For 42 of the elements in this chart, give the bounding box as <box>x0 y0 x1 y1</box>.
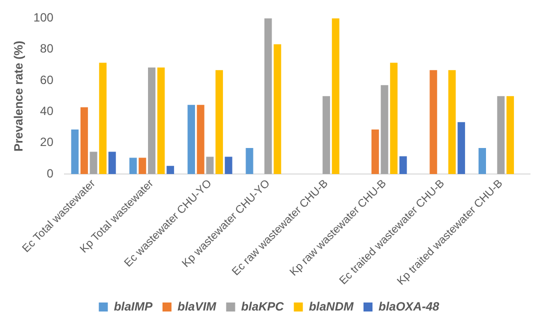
bar <box>448 70 456 174</box>
legend-label: blaKPC <box>241 299 284 314</box>
bar <box>166 166 174 174</box>
bar <box>138 158 146 174</box>
bar <box>274 44 282 174</box>
bar <box>80 107 88 174</box>
y-tick-label: 20 <box>40 135 54 150</box>
bar <box>246 148 254 174</box>
bar <box>322 96 330 174</box>
y-tick-label: 80 <box>40 42 54 56</box>
bar <box>332 18 340 174</box>
y-tick-label: 100 <box>33 10 54 25</box>
y-tick-label: 60 <box>40 72 54 87</box>
bar <box>371 130 379 174</box>
bar <box>71 130 79 174</box>
legend-label: blaVIM <box>177 299 218 314</box>
bar <box>399 156 407 174</box>
bar <box>458 122 466 174</box>
bar <box>99 62 107 174</box>
bar <box>497 96 505 174</box>
bar <box>148 67 156 174</box>
bar <box>157 67 165 174</box>
bar <box>390 62 398 174</box>
bar <box>478 148 486 174</box>
legend-label: blaOXA-48 <box>378 299 440 314</box>
bar <box>90 152 98 174</box>
bar <box>216 70 223 174</box>
bar <box>224 156 232 174</box>
y-tick-label: 40 <box>40 104 54 118</box>
bar <box>506 96 514 174</box>
bar <box>129 158 137 174</box>
legend-label: blaIMP <box>114 299 154 314</box>
bar <box>206 156 214 174</box>
bar <box>430 70 438 174</box>
bar <box>108 152 116 174</box>
y-tick-label: 0 <box>46 166 54 180</box>
legend-label: blaNDM <box>308 299 355 314</box>
bar <box>188 104 196 174</box>
y-axis-title: Prevalence rate (%) <box>12 40 26 152</box>
bar <box>380 85 388 174</box>
bar <box>264 18 272 174</box>
bar <box>196 104 204 174</box>
